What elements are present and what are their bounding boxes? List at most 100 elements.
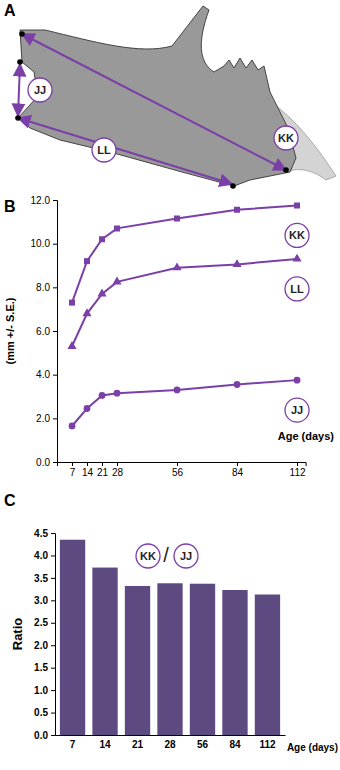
x-tick-label: 28: [164, 739, 176, 750]
measurement-label-circle: [28, 78, 52, 102]
y-tick-label: 10.0: [31, 238, 51, 249]
x-tick-label: 112: [259, 739, 276, 750]
x-tick: 7: [70, 735, 76, 750]
y-tick-label: 2.0: [34, 640, 48, 651]
y-tick-mark: [51, 600, 55, 601]
y-tick: 2.0: [34, 640, 55, 651]
landmark: [19, 31, 25, 37]
y-tick-label: 2.5: [34, 617, 48, 628]
x-tick-mark: [72, 462, 73, 466]
panel-label: C: [4, 492, 16, 509]
point: [232, 259, 241, 267]
x-tick: 14: [99, 735, 111, 750]
y-tick-mark: [51, 623, 55, 624]
annotation: KK: [140, 550, 156, 562]
landmark: [230, 183, 236, 189]
mandible: [18, 6, 296, 186]
series-line: [72, 380, 297, 426]
y-tick: 1.0: [34, 685, 55, 696]
measurement-label-circle: [274, 126, 298, 150]
series-line: [72, 259, 297, 346]
y-axis-title: Ratio: [10, 618, 25, 651]
y-tick: 2.0: [36, 413, 57, 424]
point: [69, 423, 76, 430]
y-tick-mark: [53, 200, 57, 201]
y-axis: 0.02.04.06.08.010.012.0: [31, 195, 58, 468]
x-tick-mark: [117, 462, 118, 466]
y-tick-label: 6.0: [36, 326, 50, 337]
x-tick: 56: [172, 462, 184, 478]
bar: [60, 540, 85, 735]
x-tick-label: 14: [99, 739, 111, 750]
x-tick-label: 21: [97, 467, 109, 478]
y-tick-label: 0.0: [36, 457, 50, 468]
bar: [222, 590, 247, 735]
y-tick: 4.0: [36, 369, 57, 380]
x-tick-label: 21: [132, 739, 144, 750]
point: [99, 236, 105, 242]
x-tick: 112: [259, 735, 276, 750]
landmark: [15, 115, 21, 121]
x-tick: 14: [82, 462, 94, 478]
x-tick-label: 84: [229, 739, 241, 750]
point: [67, 341, 76, 349]
y-tick-mark: [51, 555, 55, 556]
y-tick-label: 1.5: [34, 662, 48, 673]
y-axis: 0.00.51.01.52.02.53.03.54.04.5: [34, 528, 55, 741]
y-tick: 0.5: [34, 707, 55, 718]
x-tick-mark: [297, 462, 298, 466]
y-tick-mark: [53, 418, 57, 419]
y-tick-mark: [53, 462, 57, 463]
x-tick-mark: [237, 462, 238, 466]
measure-arrow: [18, 64, 20, 116]
measure-arrow: [18, 118, 232, 184]
point: [294, 202, 300, 208]
y-tick-mark: [51, 668, 55, 669]
y-tick-mark: [51, 533, 55, 534]
x-tick-label: 28: [112, 467, 124, 478]
x-tick-label: 56: [197, 739, 209, 750]
y-tick-label: 1.0: [34, 685, 48, 696]
y-tick-label: 4.5: [34, 528, 48, 539]
y-tick-mark: [51, 690, 55, 691]
annotation-circle: [174, 544, 198, 568]
point: [84, 405, 91, 412]
y-tick: 12.0: [31, 195, 57, 206]
series-label: LL: [290, 283, 304, 295]
measurement-label: JJ: [34, 84, 46, 96]
point: [172, 262, 181, 270]
series-label-circle: [285, 398, 309, 422]
series-label: JJ: [291, 404, 303, 416]
x-tick: 28: [164, 735, 176, 750]
y-tick: 3.5: [34, 573, 55, 584]
annotation-circle: [136, 544, 160, 568]
bar: [125, 586, 150, 735]
x-tick-label: 112: [290, 467, 306, 478]
y-tick-label: 2.0: [36, 413, 50, 424]
x-tick-label: 84: [232, 467, 244, 478]
x-axis-title: Age (days): [287, 742, 338, 753]
point: [112, 277, 121, 285]
point: [174, 216, 180, 222]
y-tick-label: 0.5: [34, 707, 48, 718]
y-tick-mark: [53, 287, 57, 288]
x-tick-mark: [177, 462, 178, 466]
y-tick: 0.0: [34, 730, 55, 741]
point: [114, 390, 121, 397]
landmark: [283, 167, 289, 173]
x-tick-mark: [102, 462, 103, 466]
y-tick-mark: [51, 735, 55, 736]
y-axis-title: (mm +/- S.E.): [4, 297, 16, 364]
x-tick-mark: [87, 462, 88, 466]
y-tick: 2.5: [34, 617, 55, 628]
point: [234, 381, 241, 388]
point: [292, 254, 301, 262]
annotation: /: [163, 544, 169, 566]
y-tick-mark: [51, 578, 55, 579]
x-axis: 7 14 21 28 56 84 112: [56, 735, 286, 750]
measurement-label: KK: [278, 132, 294, 144]
y-tick: 6.0: [36, 326, 57, 337]
panel-a: AJJKKLL: [4, 2, 336, 189]
y-tick-label: 3.5: [34, 573, 48, 584]
point: [84, 258, 90, 264]
